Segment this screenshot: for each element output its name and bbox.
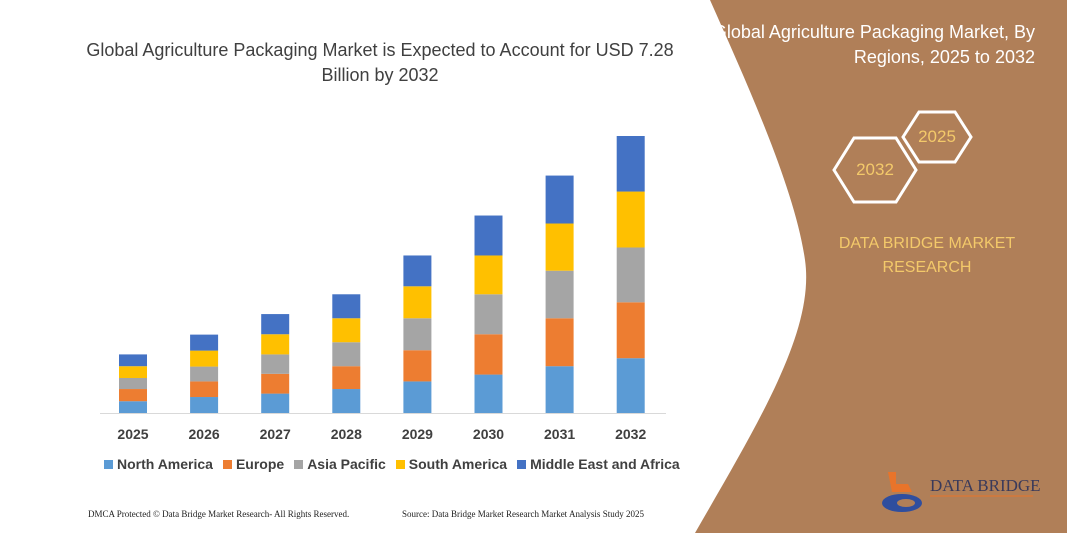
logo-icon <box>882 472 922 512</box>
legend-label: Europe <box>235 456 285 472</box>
bar-segment-2031-asia-pacific <box>545 270 574 319</box>
bar-segment-2028-europe <box>332 366 361 390</box>
bar-segment-2028-south-america <box>332 318 361 343</box>
bar-segment-2032-asia-pacific <box>616 247 645 303</box>
bar-segment-2026-asia-pacific <box>190 366 219 382</box>
bar-segment-2028-middle-east-and-africa <box>332 294 361 319</box>
legend-swatch <box>517 459 527 469</box>
bar-segment-2027-asia-pacific <box>261 354 290 374</box>
legend-swatch <box>222 459 232 469</box>
x-tick-label: 2028 <box>330 426 362 442</box>
bar-segment-2027-middle-east-and-africa <box>261 314 290 335</box>
legend-label: South America <box>408 456 508 472</box>
bar-segment-2025-europe <box>119 389 147 402</box>
bar-segment-2026-middle-east-and-africa <box>190 334 219 351</box>
bar-segment-2031-south-america <box>545 223 574 271</box>
x-tick-label: 2032 <box>615 426 647 442</box>
bar-segment-2032-south-america <box>616 191 645 248</box>
bar-segment-2031-north-america <box>545 366 574 413</box>
legend-item: South America <box>395 456 508 472</box>
x-tick-label: 2030 <box>472 426 505 442</box>
bar-segment-2029-middle-east-and-africa <box>403 255 432 287</box>
legend-label: Middle East and Africa <box>530 456 680 472</box>
bar-segment-2027-europe <box>261 373 290 394</box>
legend-item: Asia Pacific <box>294 456 386 472</box>
footer-copyright: DMCA Protected © Data Bridge Market Rese… <box>88 509 350 519</box>
bar-segment-2026-europe <box>190 381 219 398</box>
x-tick-label: 2031 <box>544 426 576 442</box>
legend-item: North America <box>104 456 213 472</box>
bar-segment-2025-north-america <box>119 401 147 413</box>
bar-segment-2028-north-america <box>332 389 361 413</box>
bar-segment-2029-north-america <box>403 381 432 413</box>
bar-segment-2026-south-america <box>190 350 219 367</box>
bar-segment-2030-south-america <box>474 255 503 295</box>
logo-text: DATA BRIDGE <box>930 476 1041 495</box>
brand-text: DATA BRIDGE MARKET RESEARCH <box>838 235 1016 276</box>
bar-segment-2032-europe <box>616 302 645 359</box>
bar-segment-2031-middle-east-and-africa <box>545 175 574 224</box>
bar-segment-2030-europe <box>474 334 503 375</box>
hex-label-2025: 2025 <box>918 127 956 146</box>
legend-swatch <box>294 459 304 469</box>
bar-segment-2032-north-america <box>616 358 645 413</box>
bars-group <box>119 136 645 413</box>
x-tick-label: 2025 <box>117 426 149 442</box>
bar-segment-2029-asia-pacific <box>403 318 432 351</box>
bar-segment-2028-asia-pacific <box>332 342 361 367</box>
hexagon-2025 <box>901 110 973 164</box>
bar-segment-2030-asia-pacific <box>474 294 503 335</box>
bar-segment-2027-north-america <box>261 393 290 413</box>
legend-label: North America <box>117 456 213 472</box>
legend-swatch <box>104 459 113 469</box>
legend-swatch <box>395 459 405 469</box>
bar-segment-2025-south-america <box>119 366 147 378</box>
legend-label: Asia Pacific <box>307 456 386 472</box>
hex-label-2032: 2032 <box>856 160 894 179</box>
legend-item: Europe <box>222 456 285 472</box>
bar-segment-2029-europe <box>403 350 432 382</box>
x-tick-label: 2027 <box>259 426 291 442</box>
x-tick-label: 2029 <box>401 426 433 442</box>
bar-segment-2029-south-america <box>403 286 432 319</box>
page-title: Global Agriculture Packaging Market is E… <box>86 40 674 85</box>
bar-segment-2032-middle-east-and-africa <box>616 136 645 192</box>
bar-segment-2026-north-america <box>190 397 219 413</box>
side-panel <box>695 0 1067 533</box>
hexagon-2032 <box>832 136 918 204</box>
x-tick-label: 2026 <box>188 426 220 442</box>
legend: North America Europe Asia Pacific South Ame… <box>104 456 680 472</box>
footer-source: Source: Data Bridge Market Research Mark… <box>402 509 644 519</box>
bar-segment-2027-south-america <box>261 334 290 355</box>
bar-segment-2025-asia-pacific <box>119 377 147 390</box>
bar-segment-2031-europe <box>545 318 574 367</box>
legend-item: Middle East and Africa <box>517 456 680 472</box>
bar-segment-2030-middle-east-and-africa <box>474 215 503 256</box>
side-panel-title: Global Agriculture Packaging Market, By … <box>712 22 1035 67</box>
bar-segment-2025-middle-east-and-africa <box>119 354 147 367</box>
bar-segment-2030-north-america <box>474 374 503 413</box>
